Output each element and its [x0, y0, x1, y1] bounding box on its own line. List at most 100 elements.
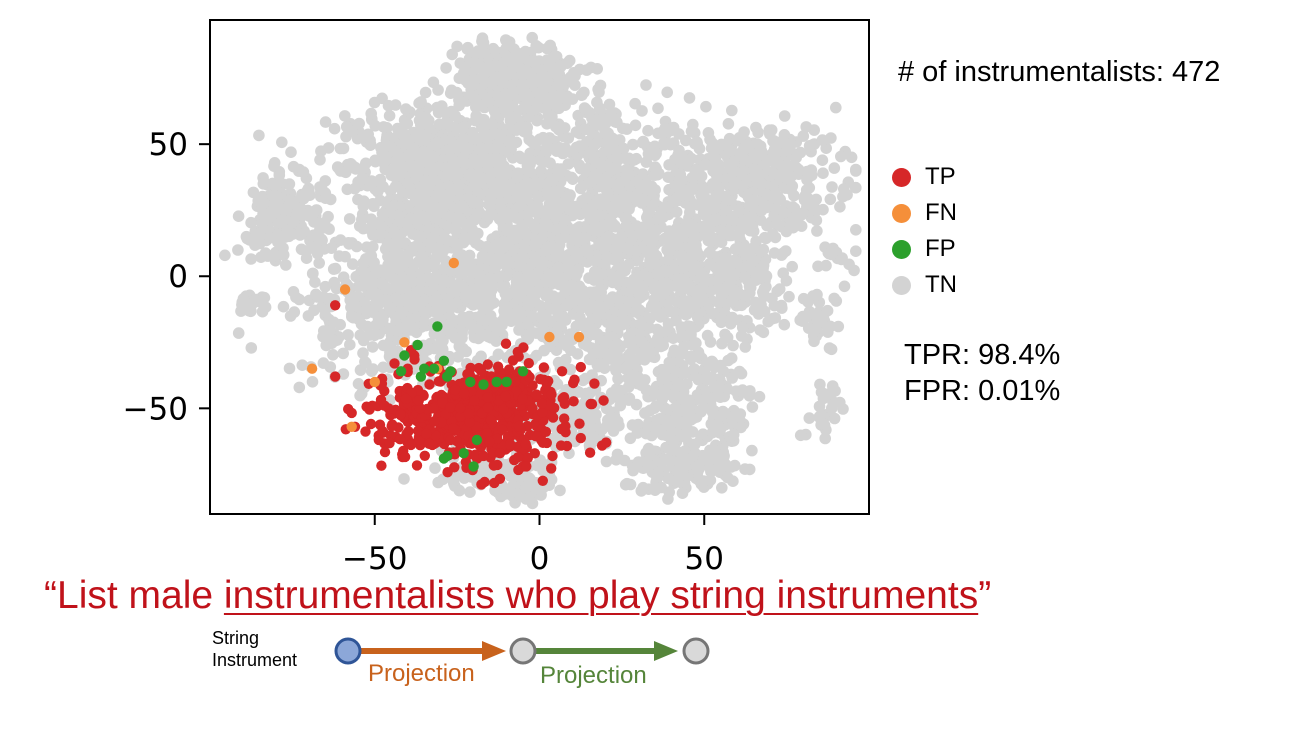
point-tn — [552, 244, 565, 256]
point-tn — [530, 75, 542, 88]
point-tn — [461, 75, 474, 87]
point-tn — [392, 209, 405, 222]
point-tn — [421, 180, 434, 193]
point-tn — [482, 330, 495, 343]
point-tn — [333, 250, 346, 262]
point-tn — [715, 422, 727, 435]
point-tn — [341, 183, 354, 196]
point-tn — [824, 320, 837, 333]
point-tn — [514, 252, 526, 265]
point-tn — [334, 142, 347, 155]
point-tn — [476, 32, 489, 44]
point-tn — [850, 224, 862, 236]
point-tn — [444, 210, 457, 223]
point-tn — [721, 331, 734, 344]
point-tn — [413, 114, 426, 127]
point-tn — [616, 319, 628, 331]
point-tn — [467, 263, 479, 275]
point-tn — [245, 253, 257, 265]
point-tn — [738, 126, 750, 138]
point-tn — [340, 130, 352, 143]
point-tn — [314, 154, 326, 166]
point-tn — [706, 234, 719, 246]
point-tn — [730, 385, 742, 398]
point-tn — [274, 203, 287, 215]
point-tn — [582, 247, 594, 259]
point-tn — [560, 353, 572, 366]
point-tn — [276, 136, 288, 149]
point-tn — [754, 176, 766, 189]
point-tn — [627, 356, 640, 369]
point-tn — [724, 145, 737, 157]
point-tn — [401, 177, 414, 190]
point-tn — [521, 185, 534, 197]
point-tn — [700, 100, 712, 113]
point-tn — [403, 187, 416, 200]
point-tn — [379, 140, 392, 153]
point-tn — [463, 169, 475, 181]
point-tn — [822, 388, 834, 401]
point-tn — [530, 97, 543, 109]
point-tn — [827, 242, 839, 255]
point-tn — [306, 376, 319, 388]
point-tn — [707, 356, 719, 369]
point-tn — [704, 257, 716, 270]
point-tn — [821, 304, 834, 317]
point-tn — [661, 86, 673, 99]
point-tn — [770, 218, 783, 230]
point-tn — [758, 305, 771, 318]
point-tn — [472, 332, 485, 345]
point-tn — [466, 194, 479, 206]
point-tn — [373, 313, 386, 326]
point-tn — [433, 103, 445, 115]
point-tn — [367, 229, 379, 241]
point-tn — [676, 189, 689, 202]
point-tn — [706, 406, 719, 418]
point-tn — [524, 166, 536, 178]
point-tn — [683, 394, 695, 407]
point-tn — [479, 76, 491, 88]
point-tn — [408, 302, 421, 314]
point-tn — [397, 260, 410, 272]
point-tn — [453, 278, 465, 290]
point-tn — [526, 135, 538, 148]
point-tn — [286, 216, 299, 228]
point-tn — [605, 411, 617, 424]
point-tn — [485, 188, 497, 201]
point-tn — [758, 282, 771, 295]
point-tn — [283, 178, 296, 190]
point-tn — [826, 181, 838, 193]
point-tn — [830, 101, 842, 114]
point-tn — [693, 462, 706, 475]
point-tn — [426, 232, 439, 244]
point-tn — [257, 207, 269, 220]
point-tn — [568, 253, 581, 266]
point-tn — [319, 192, 332, 204]
point-tn — [828, 162, 841, 174]
point-tn — [498, 103, 511, 116]
point-tn — [420, 129, 433, 142]
point-tn — [531, 114, 543, 127]
point-tn — [704, 246, 716, 259]
point-tn — [652, 467, 664, 480]
point-tn — [733, 229, 745, 242]
point-tn — [400, 103, 412, 115]
point-tn — [347, 292, 360, 305]
point-tn — [558, 122, 571, 134]
point-tn — [293, 293, 306, 306]
point-tn — [408, 241, 420, 254]
point-tn — [628, 273, 640, 286]
point-tn — [783, 290, 795, 303]
point-tn — [467, 126, 479, 139]
point-tn — [583, 209, 596, 221]
point-tn — [836, 252, 848, 264]
point-tn — [357, 347, 369, 359]
point-tn — [526, 275, 539, 288]
point-tn — [499, 310, 511, 322]
point-tn — [547, 266, 560, 279]
point-tn — [721, 471, 734, 484]
point-tn — [460, 292, 473, 304]
point-tn — [654, 311, 667, 323]
point-tn — [623, 203, 635, 215]
